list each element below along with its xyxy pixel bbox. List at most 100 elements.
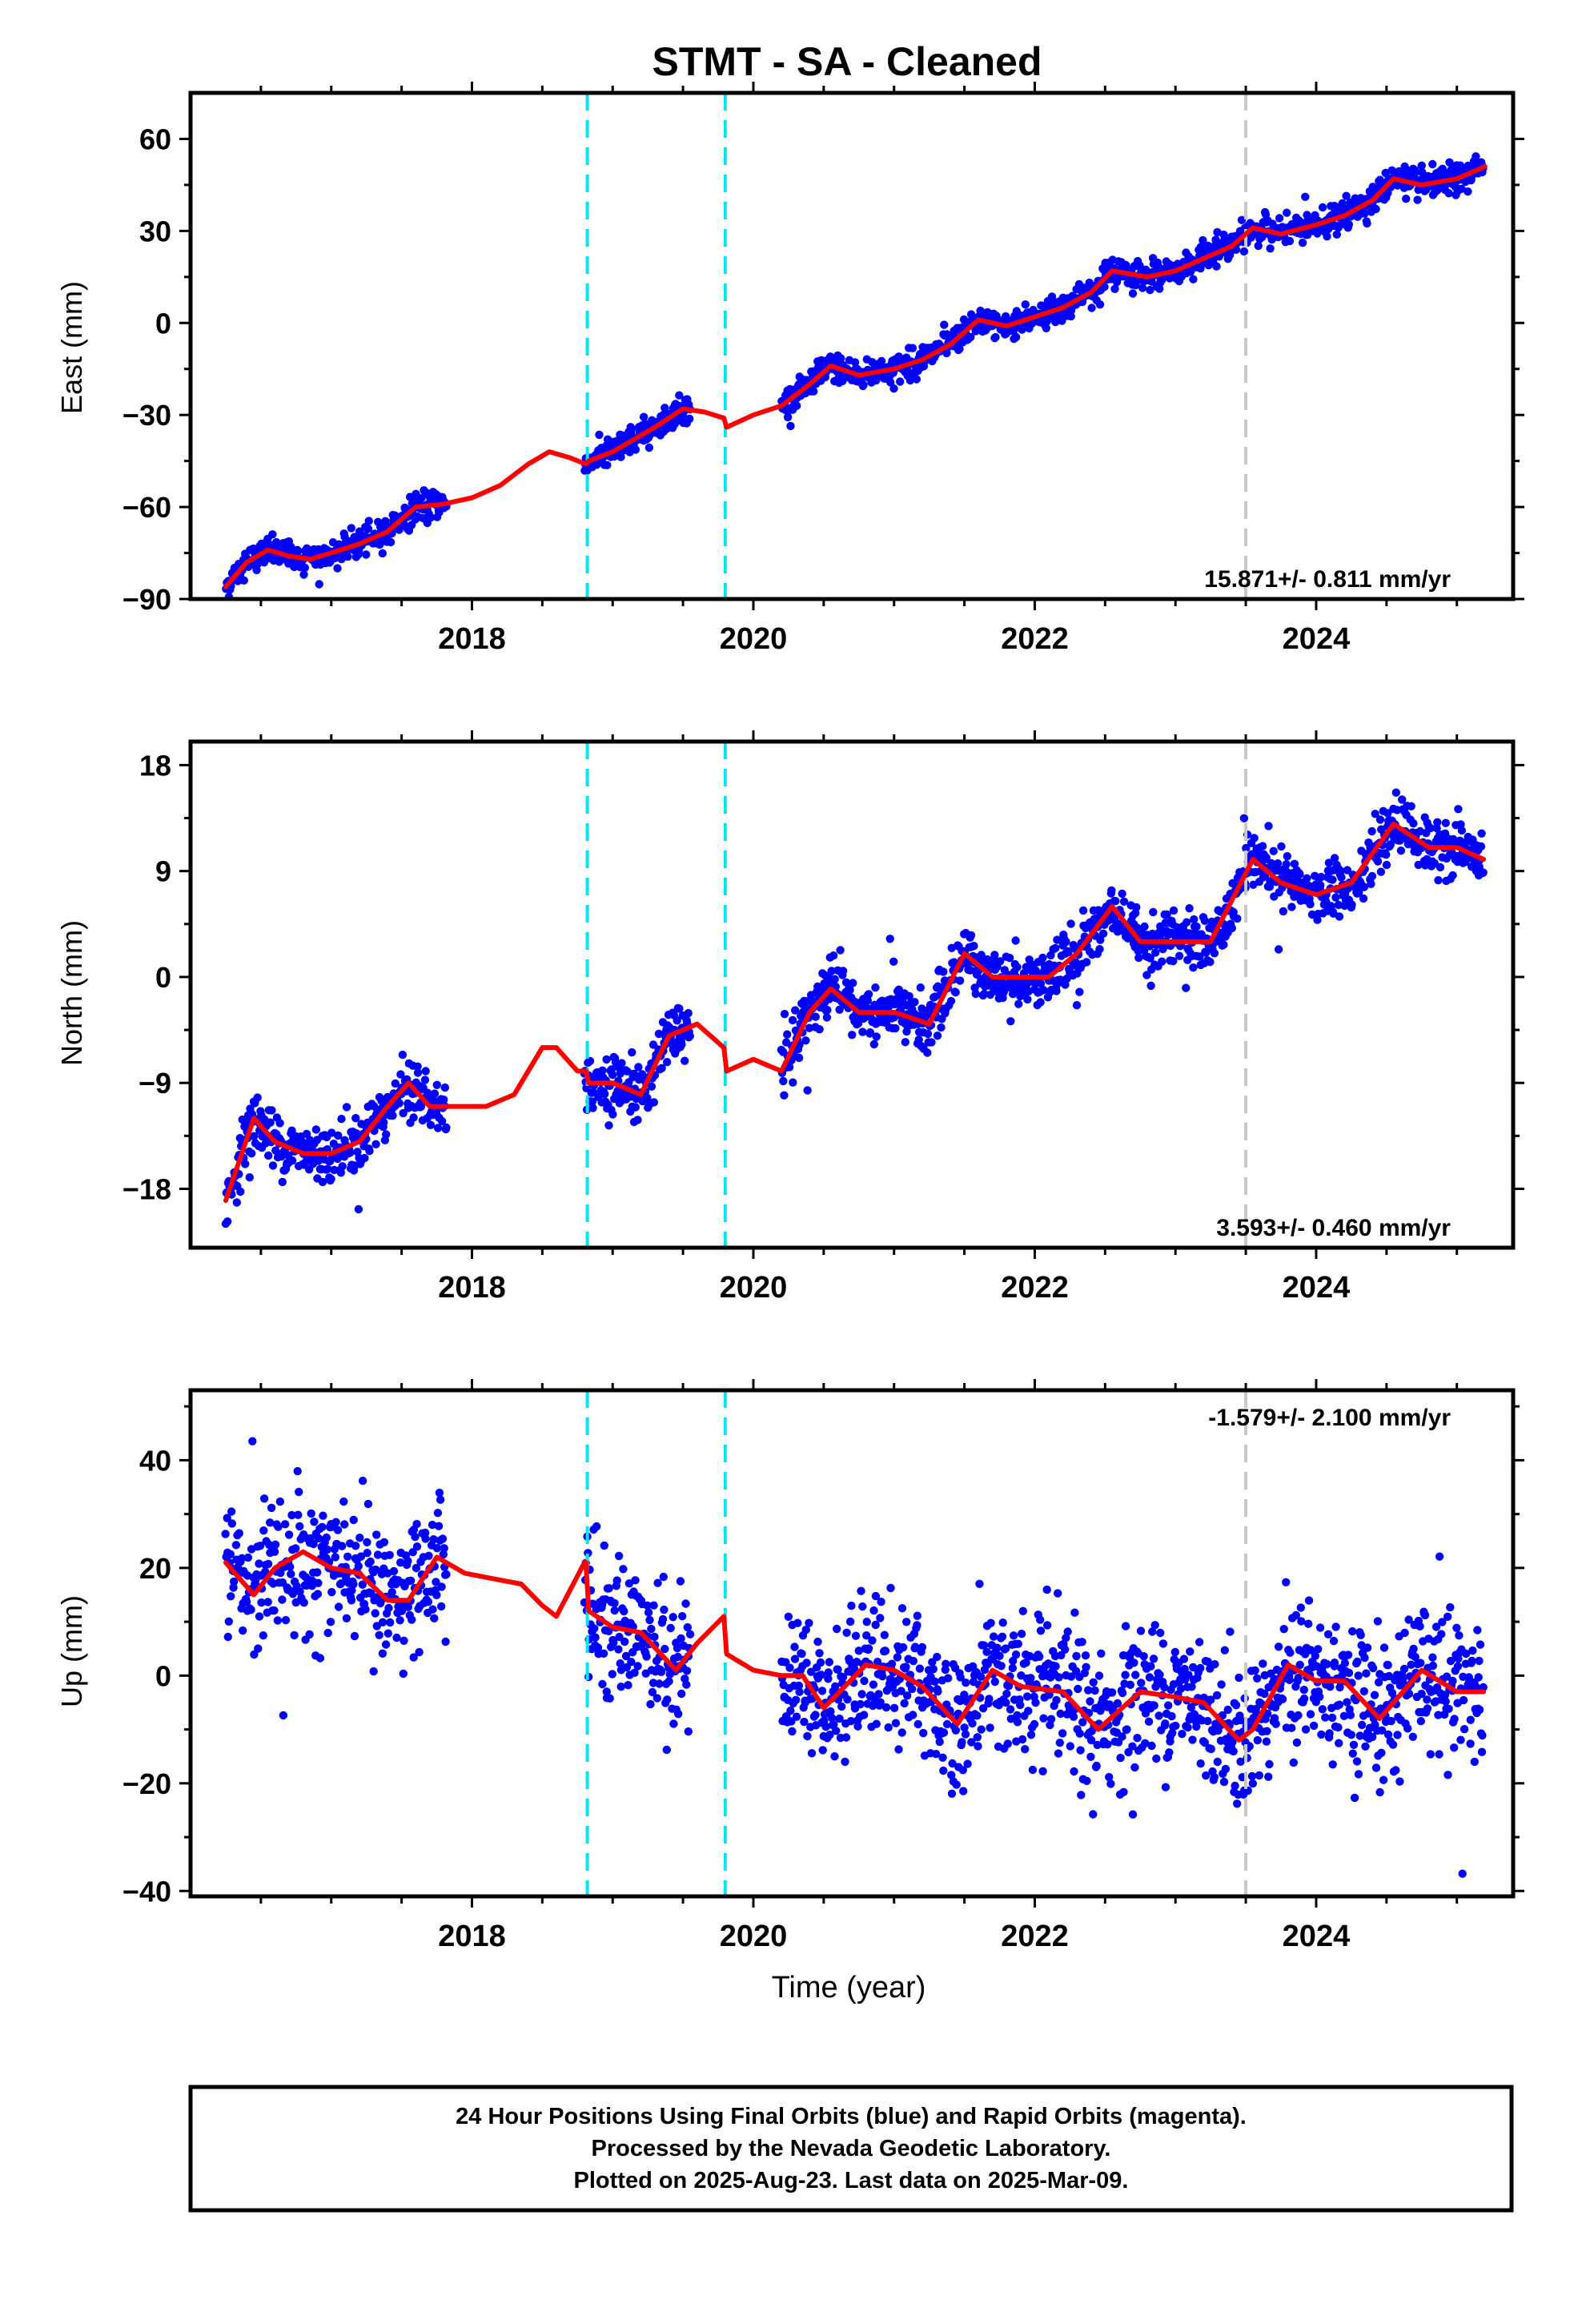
data-point	[656, 1667, 666, 1676]
data-point	[1011, 936, 1020, 945]
data-point	[823, 1006, 832, 1015]
data-point	[1444, 189, 1453, 198]
data-point	[608, 1070, 617, 1080]
data-point	[1081, 1651, 1090, 1660]
data-point	[593, 1643, 603, 1652]
data-point	[673, 1652, 682, 1662]
data-point	[351, 1114, 360, 1123]
data-point	[932, 1750, 941, 1759]
data-point	[1330, 854, 1339, 862]
data-point	[1430, 858, 1439, 868]
data-point	[850, 358, 860, 367]
data-point	[1340, 1659, 1350, 1667]
data-point	[351, 1542, 360, 1550]
data-point	[1279, 907, 1288, 916]
data-point	[630, 1668, 639, 1677]
data-point	[652, 1694, 661, 1703]
data-point	[1315, 1623, 1325, 1632]
data-point	[310, 1518, 319, 1526]
data-point	[783, 412, 793, 422]
data-point	[412, 1519, 421, 1529]
data-point	[1026, 1731, 1036, 1739]
data-point	[421, 1534, 430, 1543]
data-point	[1282, 1578, 1291, 1587]
data-point	[591, 1633, 600, 1642]
data-point	[1128, 1810, 1138, 1819]
data-point	[1183, 1723, 1192, 1732]
data-point	[1468, 1656, 1476, 1666]
data-point	[1316, 881, 1325, 890]
data-point	[250, 1132, 259, 1141]
data-point	[881, 1703, 891, 1712]
data-point	[362, 550, 371, 559]
data-point	[811, 1711, 820, 1719]
data-point	[824, 1668, 833, 1677]
data-point	[1290, 892, 1299, 902]
data-point	[343, 1552, 352, 1562]
data-point	[327, 1175, 335, 1184]
data-point	[1107, 886, 1116, 895]
data-point	[809, 387, 818, 396]
data-point	[955, 976, 965, 985]
data-point	[1052, 987, 1061, 995]
data-point	[946, 996, 956, 1006]
data-point	[255, 1542, 265, 1550]
data-point	[998, 1618, 1007, 1627]
data-point	[631, 1576, 640, 1585]
data-point	[1423, 1704, 1432, 1713]
data-point	[319, 1511, 327, 1520]
data-point	[1146, 285, 1154, 295]
data-point	[874, 1690, 883, 1699]
data-point	[674, 1710, 683, 1719]
data-point	[629, 1069, 638, 1079]
data-point	[889, 1703, 899, 1712]
data-point	[227, 1507, 236, 1516]
x-tick-label: 2024	[1283, 1920, 1351, 1953]
model-curve-east	[223, 163, 1488, 589]
data-point	[1324, 858, 1334, 867]
data-point	[1303, 874, 1311, 883]
data-point	[669, 1613, 677, 1622]
data-point	[956, 1673, 965, 1682]
data-point	[1195, 952, 1204, 961]
data-point	[1236, 1757, 1245, 1766]
data-point	[1294, 1674, 1303, 1683]
data-point	[1472, 1683, 1481, 1691]
data-point	[862, 1618, 871, 1626]
data-point	[842, 1628, 851, 1638]
x-tick-label: 2020	[720, 1271, 788, 1305]
data-point	[682, 1667, 692, 1675]
data-point	[847, 1601, 856, 1610]
data-point	[1199, 235, 1207, 245]
data-point	[1371, 204, 1380, 214]
data-point	[281, 1615, 291, 1625]
data-point	[1441, 818, 1451, 827]
data-point	[1332, 230, 1342, 239]
data-point	[1416, 1659, 1425, 1667]
scatter-points-east	[222, 152, 1488, 599]
data-point	[891, 1719, 901, 1727]
data-point	[681, 1599, 690, 1608]
data-point	[1323, 1659, 1331, 1669]
data-point	[371, 1140, 380, 1149]
data-point	[440, 1096, 448, 1104]
data-point	[802, 1659, 811, 1667]
data-point	[805, 1618, 813, 1627]
data-point	[1126, 1680, 1135, 1689]
data-point	[389, 1566, 399, 1576]
data-point	[1331, 1622, 1340, 1631]
data-point	[388, 1111, 397, 1120]
data-point	[1054, 1589, 1062, 1598]
plot-frame-up	[188, 1388, 1516, 1899]
data-point	[864, 1644, 873, 1653]
data-point	[1367, 871, 1377, 881]
data-point	[786, 1707, 795, 1715]
data-point	[347, 1596, 356, 1605]
data-point	[648, 1687, 657, 1697]
data-point	[684, 1727, 693, 1736]
data-point	[1265, 1759, 1274, 1769]
data-point	[902, 1691, 912, 1700]
data-point	[384, 1603, 393, 1613]
data-point	[1413, 195, 1422, 204]
data-point	[616, 1683, 625, 1691]
